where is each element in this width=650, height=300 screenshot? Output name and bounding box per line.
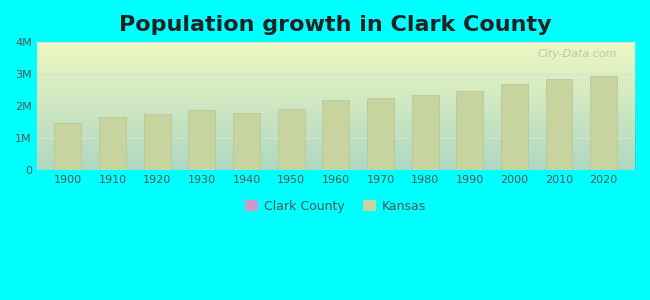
Legend: Clark County, Kansas: Clark County, Kansas (240, 195, 432, 218)
Bar (322, 100, 349, 170)
Bar (546, 79, 573, 170)
Bar (590, 76, 617, 170)
Bar (144, 114, 170, 170)
Title: Population growth in Clark County: Population growth in Clark County (120, 15, 552, 35)
Bar (501, 84, 528, 170)
Bar (233, 112, 260, 170)
Bar (278, 109, 305, 170)
Bar (456, 91, 483, 170)
Bar (55, 123, 81, 170)
Text: City-Data.com: City-Data.com (538, 49, 617, 58)
Bar (411, 94, 439, 170)
Bar (99, 117, 126, 170)
Bar (188, 110, 215, 170)
Bar (367, 98, 394, 170)
